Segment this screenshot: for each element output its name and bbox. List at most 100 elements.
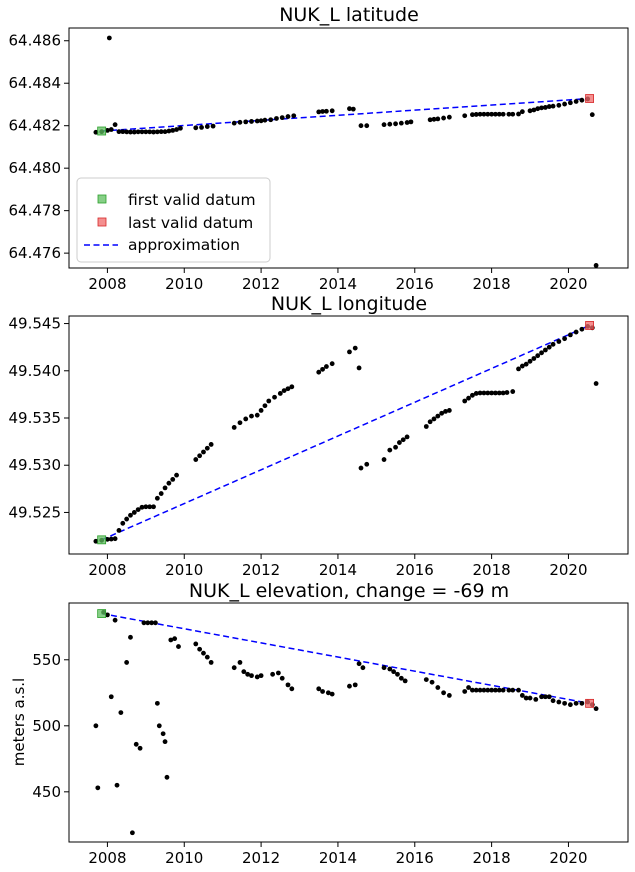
first-valid-marker [97,126,107,136]
x-tick-label: 2020 [549,849,587,867]
longitude-y-axis: 49.525 49.530 49.535 49.540 49.545 [9,315,69,521]
data-point [154,700,160,706]
data-point [128,634,133,640]
data-point [131,510,137,515]
latitude-x-axis: 2008 2010 2012 2014 2016 2018 2020 [88,268,588,293]
data-point [170,476,176,482]
data-point [270,671,276,677]
longitude-panel: NUK_L longitude 2008 2010 2012 2014 2016 2018… [9,293,629,579]
data-point [204,124,210,129]
data-point [178,125,183,131]
data-point [519,693,525,698]
latitude-plot-frame [68,27,629,269]
data-point [360,665,366,671]
data-point [141,620,147,626]
data-point [435,116,441,122]
data-point [441,690,446,696]
data-point [258,673,264,679]
data-point [510,111,516,117]
elevation-y-axis: 450 500 550 [32,651,69,801]
data-point [519,363,525,369]
x-tick-label: 2016 [396,849,434,867]
data-point [485,111,491,117]
data-point [589,112,595,118]
data-point [387,121,393,127]
data-point [172,636,178,642]
data-point [258,118,264,124]
data-point [193,125,199,131]
data-point [523,361,529,367]
data-point [466,685,471,690]
data-point [262,403,268,409]
data-point [393,444,398,450]
data-point [473,687,479,693]
data-point [593,381,599,386]
data-point [93,723,99,729]
data-point [546,104,552,109]
data-point [120,520,126,526]
data-point [523,695,529,701]
data-point [527,108,533,114]
data-point [393,121,398,127]
data-point [95,785,101,791]
data-point [423,677,429,682]
elevation-marks [93,609,599,836]
data-point [533,696,539,702]
data-point [395,671,400,677]
first-valid-marker [97,609,107,618]
data-point [435,413,441,419]
data-point [231,665,237,671]
data-point [470,687,475,693]
data-point [285,386,291,392]
data-point [153,620,158,626]
data-point [439,410,445,416]
data-point [208,660,214,665]
data-point [516,687,521,693]
data-point [105,612,110,618]
data-point [124,129,130,135]
elevation-y-axis-label: meters a.s.l [10,678,28,766]
data-point [543,347,548,353]
data-point [279,115,285,121]
data-point [158,129,164,135]
data-point [201,449,206,455]
data-point [158,491,164,496]
data-point [93,538,99,544]
data-point [573,99,579,104]
data-point [443,408,448,414]
y-tick-label: 64.484 [9,74,62,92]
data-point [201,650,206,656]
latitude-marks [93,35,599,268]
data-point [531,356,537,361]
data-point [510,687,516,693]
data-point [516,366,521,372]
data-point [162,739,168,745]
data-point [199,125,204,130]
data-point [431,416,437,422]
data-point [350,106,356,112]
data-point [154,495,160,501]
y-tick-label: 64.478 [9,202,62,220]
data-point [562,101,568,107]
elevation-x-axis: 2008 2010 2012 2014 2016 2018 2020 [88,842,588,867]
data-point [481,111,487,117]
first-valid-marker [97,535,107,545]
y-tick-label: 450 [32,783,61,801]
data-point [112,122,118,128]
data-point [500,687,506,693]
data-point [402,678,408,684]
data-point [504,390,510,395]
latitude-y-axis: 64.476 64.478 64.480 64.482 64.484 64.486 [9,32,69,262]
data-point [500,111,506,117]
data-point [481,687,487,693]
x-tick-label: 2018 [473,849,511,867]
data-point [573,700,579,706]
data-point [579,326,585,332]
data-point [446,408,452,413]
data-point [496,111,502,117]
y-tick-label: 550 [32,651,61,669]
data-point [139,129,145,135]
data-point [135,129,141,135]
data-point [174,472,179,478]
data-point [249,119,254,124]
